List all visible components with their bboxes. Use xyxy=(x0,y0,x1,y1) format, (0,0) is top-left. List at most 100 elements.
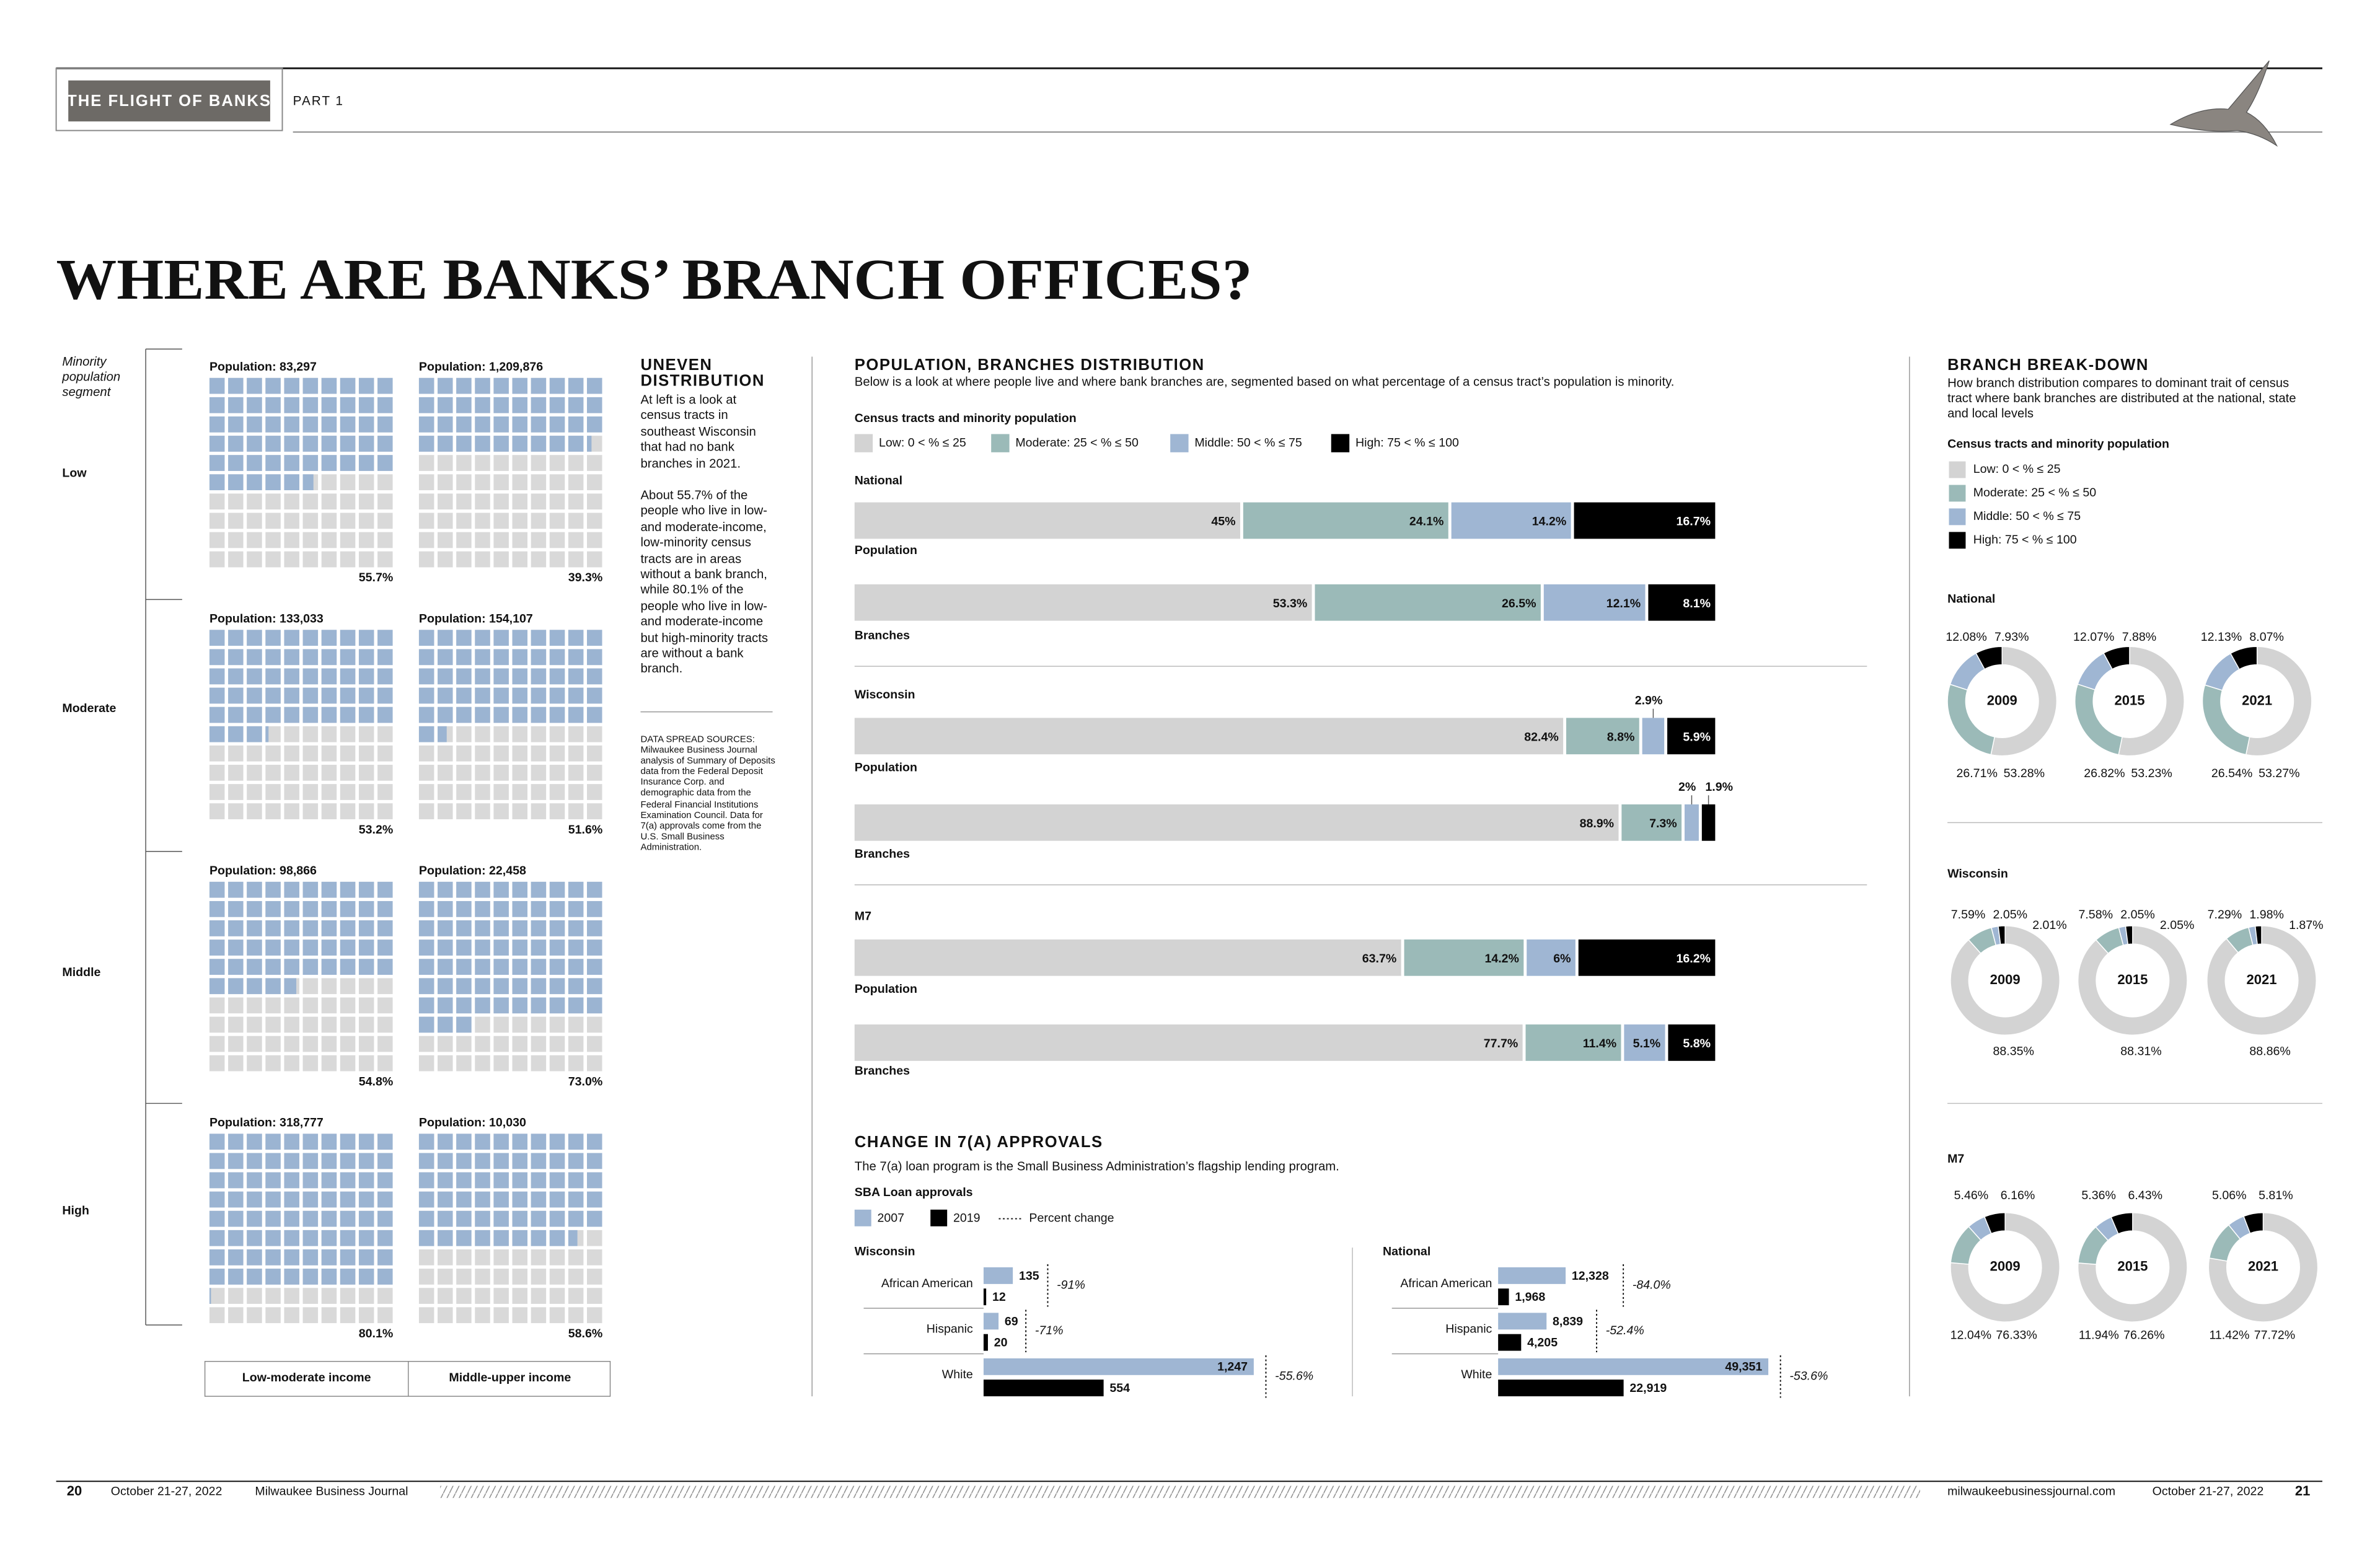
waffle-cell xyxy=(247,1307,262,1324)
waffle-fill xyxy=(438,416,453,433)
waffle-fill xyxy=(228,959,244,975)
legend-swatch xyxy=(1949,508,1966,526)
value-label: 88.9% xyxy=(1580,817,1615,830)
waffle-cell xyxy=(531,745,547,762)
waffle-fill xyxy=(438,1210,453,1227)
value-label: 5.36% xyxy=(2081,1189,2116,1202)
waffle-cell xyxy=(493,745,509,762)
waffle-fill xyxy=(493,900,509,917)
waffle-fill xyxy=(247,436,262,452)
waffle-fill xyxy=(568,377,584,394)
waffle-cell xyxy=(531,1288,547,1304)
bar xyxy=(1498,1267,1566,1284)
waffle-cell xyxy=(531,1016,547,1033)
value-label: 53.3% xyxy=(1273,597,1308,610)
waffle-fill xyxy=(321,1133,337,1150)
waffle-cell xyxy=(209,765,225,781)
waffle-fill xyxy=(568,920,584,936)
waffle-cell xyxy=(321,532,337,548)
waffle-fill xyxy=(284,1153,299,1169)
waffle-fill xyxy=(512,940,528,956)
value-label: 5.06% xyxy=(2212,1189,2247,1202)
bar-segment xyxy=(1667,718,1716,755)
waffle-fill xyxy=(531,997,547,1014)
waffle-cell xyxy=(377,474,393,491)
waffle-fill xyxy=(549,649,565,666)
waffle-cell xyxy=(568,455,584,471)
waffle-fill xyxy=(209,1230,225,1246)
legend-label: 2007 xyxy=(878,1212,905,1225)
waffle-fill xyxy=(377,900,393,917)
waffle-cell xyxy=(587,474,602,491)
bar-segment xyxy=(1668,1024,1716,1061)
waffle-fill xyxy=(321,1230,337,1246)
waffle-fill xyxy=(209,1249,225,1265)
waffle-fill xyxy=(340,436,356,452)
waffle-fill xyxy=(512,377,528,394)
waffle-fill xyxy=(377,649,393,666)
waffle-fill xyxy=(302,881,319,898)
waffle-fill xyxy=(247,978,262,995)
waffle-cell xyxy=(228,745,244,762)
waffle-fill xyxy=(340,1153,356,1169)
waffle-cell xyxy=(531,726,547,742)
value-label: 135 xyxy=(1019,1269,1039,1283)
waffle-fill xyxy=(265,1269,281,1285)
value-label: 26.5% xyxy=(1502,597,1536,610)
waffle-fill xyxy=(321,881,337,898)
waffle-cell xyxy=(228,1016,244,1033)
waffle-fill xyxy=(340,668,356,685)
waffle-fill xyxy=(418,1191,434,1208)
waffle-cell xyxy=(377,532,393,548)
bar xyxy=(983,1380,1104,1397)
waffle-cell xyxy=(512,1249,528,1265)
waffle-fill xyxy=(438,649,453,666)
waffle-fill xyxy=(418,706,434,723)
waffle-fill xyxy=(265,1210,281,1227)
waffle-cell xyxy=(493,1016,509,1033)
waffle-fill xyxy=(438,920,453,936)
footer-date: October 21-27, 2022 xyxy=(111,1485,223,1499)
waffle-cell xyxy=(438,551,453,568)
waffle-fill xyxy=(284,900,299,917)
waffle-fill xyxy=(568,1191,584,1208)
waffle-fill xyxy=(358,959,374,975)
waffle-fill xyxy=(340,455,356,471)
waffle-fill xyxy=(531,377,547,394)
waffle-cell xyxy=(377,1307,393,1324)
waffle-fill xyxy=(321,920,337,936)
waffle-fill xyxy=(531,900,547,917)
waffle-cell xyxy=(284,803,299,819)
waffle-fill xyxy=(209,726,225,742)
waffle-cell xyxy=(512,1016,528,1033)
value-label: 12.04% xyxy=(1950,1328,1991,1342)
waffle-cell xyxy=(284,551,299,568)
waffle-cell xyxy=(284,997,299,1014)
waffle-fill xyxy=(512,397,528,413)
donut-segment xyxy=(1983,1212,2006,1235)
waffle-fill xyxy=(377,959,393,975)
waffle-cell xyxy=(493,474,509,491)
waffle-fill xyxy=(438,377,453,394)
waffle-cell xyxy=(209,1307,225,1324)
waffle-cell xyxy=(493,803,509,819)
waffle-fill xyxy=(587,1153,602,1169)
group-label: Wisconsin xyxy=(1947,867,2008,881)
category-label: Population xyxy=(855,544,917,557)
waffle-fill xyxy=(284,649,299,666)
waffle-cell xyxy=(302,1036,319,1052)
waffle-cell xyxy=(377,997,393,1014)
waffle-fill xyxy=(340,1249,356,1265)
waffle-cell xyxy=(340,978,356,995)
bar-segment xyxy=(1701,804,1716,841)
waffle-cell xyxy=(247,551,262,568)
waffle-fill xyxy=(321,1269,337,1285)
waffle-cell xyxy=(493,455,509,471)
waffle-cell xyxy=(284,532,299,548)
waffle-cell xyxy=(247,493,262,510)
waffle-cell xyxy=(358,1307,374,1324)
group-label: M7 xyxy=(855,909,871,923)
waffle-fill xyxy=(228,920,244,936)
waffle-fill xyxy=(228,649,244,666)
waffle-fill xyxy=(549,881,565,898)
